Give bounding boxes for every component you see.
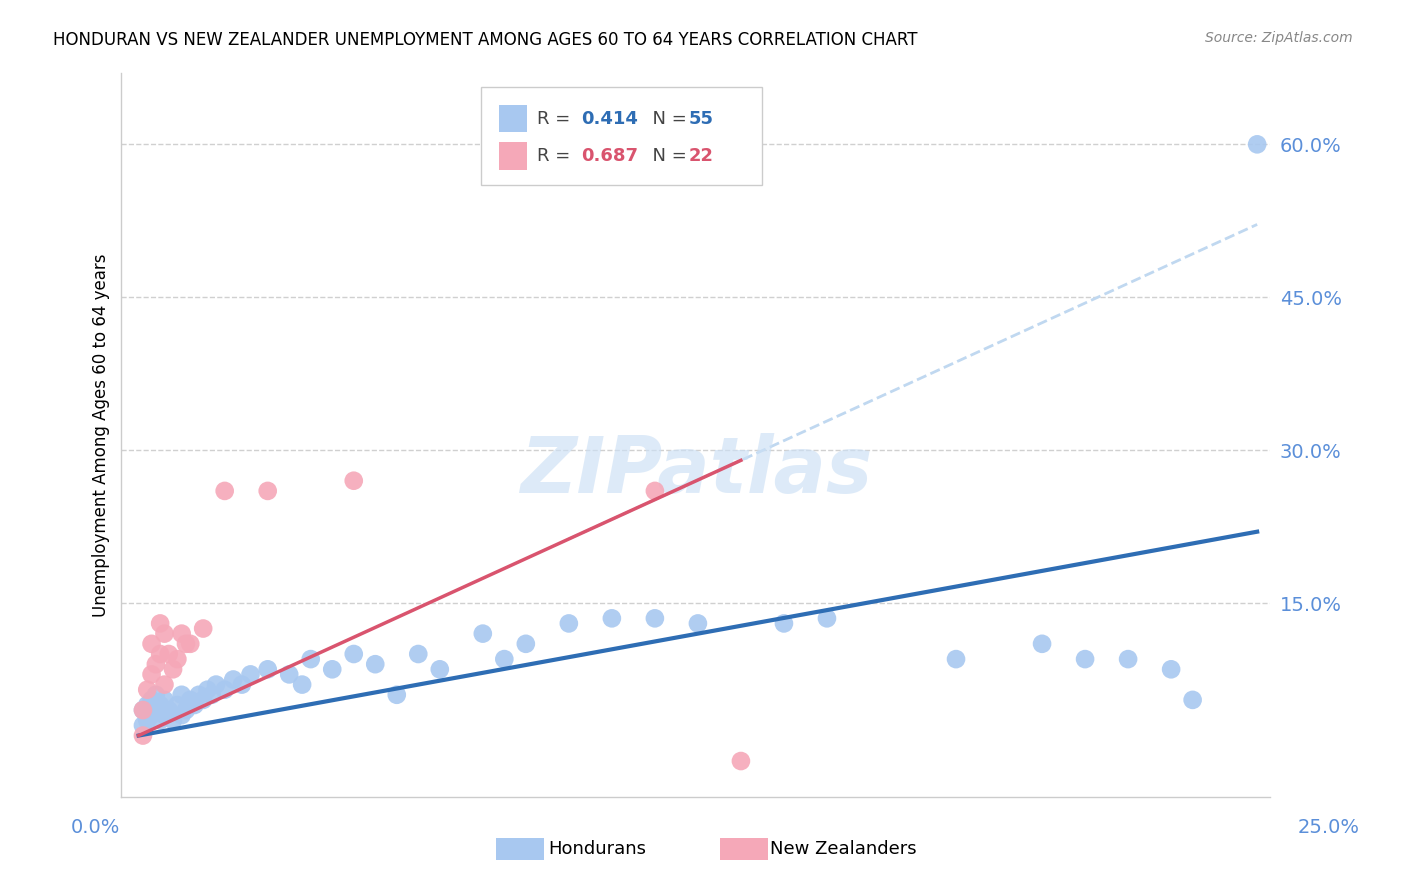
- Point: [515, 637, 537, 651]
- Text: ZIPatlas: ZIPatlas: [520, 433, 872, 509]
- Text: N =: N =: [641, 147, 692, 165]
- Point: [644, 483, 666, 498]
- Point: [364, 657, 387, 672]
- Point: [170, 688, 193, 702]
- Point: [183, 698, 205, 712]
- Text: Source: ZipAtlas.com: Source: ZipAtlas.com: [1205, 31, 1353, 45]
- Point: [166, 652, 188, 666]
- Point: [193, 622, 215, 636]
- Point: [471, 626, 494, 640]
- Point: [730, 754, 752, 768]
- Point: [132, 729, 155, 743]
- Point: [149, 616, 172, 631]
- Point: [1246, 137, 1268, 152]
- FancyBboxPatch shape: [481, 87, 762, 186]
- Text: R =: R =: [537, 110, 576, 128]
- Point: [644, 611, 666, 625]
- Y-axis label: Unemployment Among Ages 60 to 64 years: Unemployment Among Ages 60 to 64 years: [93, 253, 110, 616]
- Point: [214, 483, 236, 498]
- Point: [299, 652, 322, 666]
- Text: R =: R =: [537, 147, 576, 165]
- Point: [157, 647, 180, 661]
- Point: [343, 474, 366, 488]
- Point: [343, 647, 366, 661]
- Point: [141, 708, 163, 723]
- Point: [686, 616, 709, 631]
- FancyBboxPatch shape: [499, 143, 527, 170]
- Text: HONDURAN VS NEW ZEALANDER UNEMPLOYMENT AMONG AGES 60 TO 64 YEARS CORRELATION CHA: HONDURAN VS NEW ZEALANDER UNEMPLOYMENT A…: [53, 31, 918, 49]
- Point: [136, 682, 159, 697]
- Point: [291, 677, 314, 691]
- Point: [214, 682, 236, 697]
- Point: [149, 647, 172, 661]
- FancyBboxPatch shape: [499, 105, 527, 132]
- Point: [256, 483, 278, 498]
- Point: [145, 688, 167, 702]
- Point: [162, 713, 184, 727]
- Point: [256, 662, 278, 676]
- Point: [141, 693, 163, 707]
- Point: [193, 693, 215, 707]
- FancyBboxPatch shape: [720, 838, 768, 860]
- Point: [149, 698, 172, 712]
- Point: [157, 703, 180, 717]
- Point: [197, 682, 219, 697]
- Point: [773, 616, 796, 631]
- Point: [321, 662, 343, 676]
- Point: [145, 703, 167, 717]
- Text: 55: 55: [689, 110, 714, 128]
- Text: 0.414: 0.414: [581, 110, 638, 128]
- Point: [1116, 652, 1139, 666]
- Point: [136, 698, 159, 712]
- Point: [141, 667, 163, 681]
- Text: 0.687: 0.687: [581, 147, 638, 165]
- Text: N =: N =: [641, 110, 692, 128]
- Point: [385, 688, 408, 702]
- Text: 25.0%: 25.0%: [1298, 818, 1360, 838]
- Point: [179, 637, 201, 651]
- Text: Hondurans: Hondurans: [548, 840, 647, 858]
- Point: [174, 703, 197, 717]
- Point: [153, 708, 176, 723]
- Text: New Zealanders: New Zealanders: [770, 840, 917, 858]
- Point: [187, 688, 209, 702]
- Point: [132, 703, 155, 717]
- Point: [1160, 662, 1182, 676]
- Point: [600, 611, 623, 625]
- Point: [278, 667, 301, 681]
- Point: [406, 647, 429, 661]
- Text: 0.0%: 0.0%: [70, 818, 121, 838]
- Point: [1181, 693, 1204, 707]
- Point: [153, 677, 176, 691]
- Point: [222, 673, 245, 687]
- Point: [136, 713, 159, 727]
- Point: [153, 693, 176, 707]
- Point: [205, 677, 228, 691]
- Point: [149, 713, 172, 727]
- Point: [815, 611, 838, 625]
- Text: 22: 22: [689, 147, 714, 165]
- Point: [1031, 637, 1053, 651]
- Point: [132, 718, 155, 732]
- Point: [174, 637, 197, 651]
- Point: [166, 698, 188, 712]
- Point: [239, 667, 262, 681]
- Point: [132, 703, 155, 717]
- Point: [201, 688, 224, 702]
- Point: [231, 677, 253, 691]
- Point: [153, 626, 176, 640]
- FancyBboxPatch shape: [496, 838, 544, 860]
- Point: [494, 652, 516, 666]
- Point: [145, 657, 167, 672]
- Point: [141, 637, 163, 651]
- Point: [1074, 652, 1097, 666]
- Point: [429, 662, 451, 676]
- Point: [170, 626, 193, 640]
- Point: [179, 693, 201, 707]
- Point: [945, 652, 967, 666]
- Point: [162, 662, 184, 676]
- Point: [170, 708, 193, 723]
- Point: [558, 616, 581, 631]
